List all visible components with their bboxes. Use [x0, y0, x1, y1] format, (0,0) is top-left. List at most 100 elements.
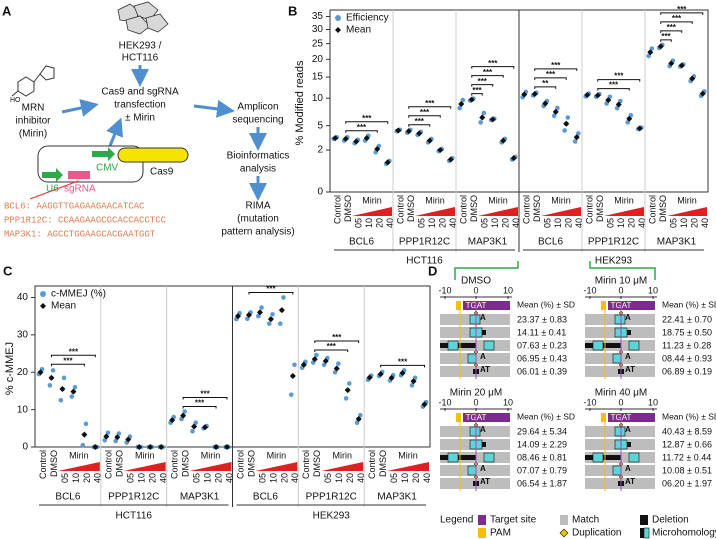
x-tick-label: 40: [448, 218, 458, 228]
x-tick-label: 40: [385, 218, 395, 228]
x-tick-label: DMSO: [343, 195, 353, 222]
significance-label: ***: [200, 390, 210, 399]
insert-label: A: [480, 464, 486, 473]
treatment-label: Mirin: [488, 195, 508, 205]
mean-marker: [489, 116, 496, 123]
mean-marker: [531, 91, 538, 98]
mean-marker: [647, 49, 654, 56]
mini-tick-label: -10: [438, 397, 451, 407]
legend-swatch: [478, 528, 486, 538]
mean-value: 07.07 ± 0.79: [517, 465, 567, 475]
replicate-dot: [102, 437, 108, 443]
replicate-dot: [58, 397, 64, 403]
arrow: [193, 99, 235, 118]
inhibitor-label: MRN: [22, 103, 45, 114]
mini-tick-label: 0: [473, 285, 478, 295]
significance-label: ***: [551, 61, 561, 70]
legend-swatch: [560, 515, 568, 525]
insert-label: AT: [625, 477, 635, 486]
x-tick-label: 10: [71, 473, 81, 483]
dose-ramp: [123, 462, 166, 471]
y-tick-label: 35: [312, 11, 324, 22]
x-tick-label: DMSO: [115, 450, 125, 477]
microhomology: [483, 452, 495, 463]
plasmid-label: CMV: [96, 163, 119, 174]
replicate-dot: [555, 105, 560, 111]
replicate-dot: [270, 311, 275, 317]
dose-ramp: [478, 207, 518, 216]
x-tick-label: 05: [60, 473, 70, 483]
replicate-dot: [113, 438, 118, 444]
gene-label: BCL6: [253, 492, 278, 503]
treatment-label: Mirin: [135, 450, 155, 460]
replicate-dot: [245, 316, 250, 322]
microhomology: [628, 452, 640, 463]
significance-label: ***: [667, 23, 677, 32]
microhomology: [467, 353, 477, 364]
step-label: transfection: [114, 100, 166, 111]
microhomology: [592, 452, 604, 463]
y-tick-label: 10: [312, 93, 324, 104]
x-tick-label: 05: [354, 218, 364, 228]
x-tick-label: 05: [323, 473, 333, 483]
mean-value: 10.08 ± 0.51: [662, 465, 712, 475]
replicate-dot: [343, 396, 349, 401]
pointer: [29, 180, 79, 200]
mini-tick-label: 10: [648, 397, 658, 407]
significance-bracket: [408, 124, 431, 127]
replicate-dot: [50, 368, 56, 373]
plasmid: [37, 145, 144, 183]
mean-value: 23.37 ± 0.83: [517, 314, 567, 324]
replicate-dot: [292, 362, 297, 368]
legend-swatch: [40, 291, 46, 297]
insert-label: A: [480, 313, 486, 322]
legend-label: Deletion: [652, 515, 689, 526]
x-tick-label: 40: [637, 218, 647, 228]
x-tick-label: Control: [522, 195, 532, 224]
mean-marker: [158, 444, 165, 450]
x-tick-label: 40: [700, 218, 710, 228]
pam: [456, 413, 461, 422]
x-tick-label: 40: [422, 473, 432, 483]
cell-line-label: HEK293: [313, 511, 351, 522]
significance-label: ***: [266, 285, 276, 294]
significance-bracket: [182, 405, 217, 409]
replicate-dot: [259, 305, 264, 310]
microhomology: [467, 465, 477, 476]
x-tick-label: 20: [345, 473, 355, 483]
step-label: ± Mirin: [125, 113, 155, 124]
mean-value: 08.44 ± 0.93: [662, 353, 712, 363]
mini-tick-label: 10: [503, 285, 513, 295]
x-tick-label: Control: [459, 195, 469, 224]
significance-bracket: [471, 84, 494, 87]
x-tick-label: DMSO: [312, 450, 322, 477]
significance-bracket: [182, 396, 228, 400]
mean-marker: [384, 159, 391, 166]
mean-marker: [437, 147, 444, 154]
x-tick-label: 05: [257, 473, 267, 483]
significance-label: ***: [425, 99, 435, 108]
mean-marker: [48, 374, 55, 381]
mean-marker: [322, 358, 329, 365]
replicate-dot: [116, 431, 122, 436]
significance-bracket: [314, 340, 360, 344]
insert-label: A: [625, 464, 631, 473]
replicate-dot: [481, 110, 487, 116]
x-tick-label: 40: [290, 473, 300, 483]
step-label: pattern analysis): [221, 227, 294, 238]
x-tick-label: 05: [191, 473, 201, 483]
mean-value: 29.64 ± 5.34: [517, 426, 567, 436]
legend-swatch: [640, 528, 644, 538]
x-tick-label: 05: [669, 218, 679, 228]
mean-value: 22.41 ± 0.70: [662, 314, 712, 324]
cell-line-label: HEK293: [595, 256, 633, 267]
y-tick-label: 20: [312, 54, 324, 65]
mean-marker: [374, 146, 381, 153]
arrow: [61, 99, 99, 117]
x-tick-label: 20: [213, 473, 223, 483]
gene-label: BCL6: [55, 492, 80, 503]
significance-bracket: [660, 39, 672, 42]
replicate-dot: [256, 313, 261, 319]
y-tick-label: 2: [317, 145, 323, 156]
